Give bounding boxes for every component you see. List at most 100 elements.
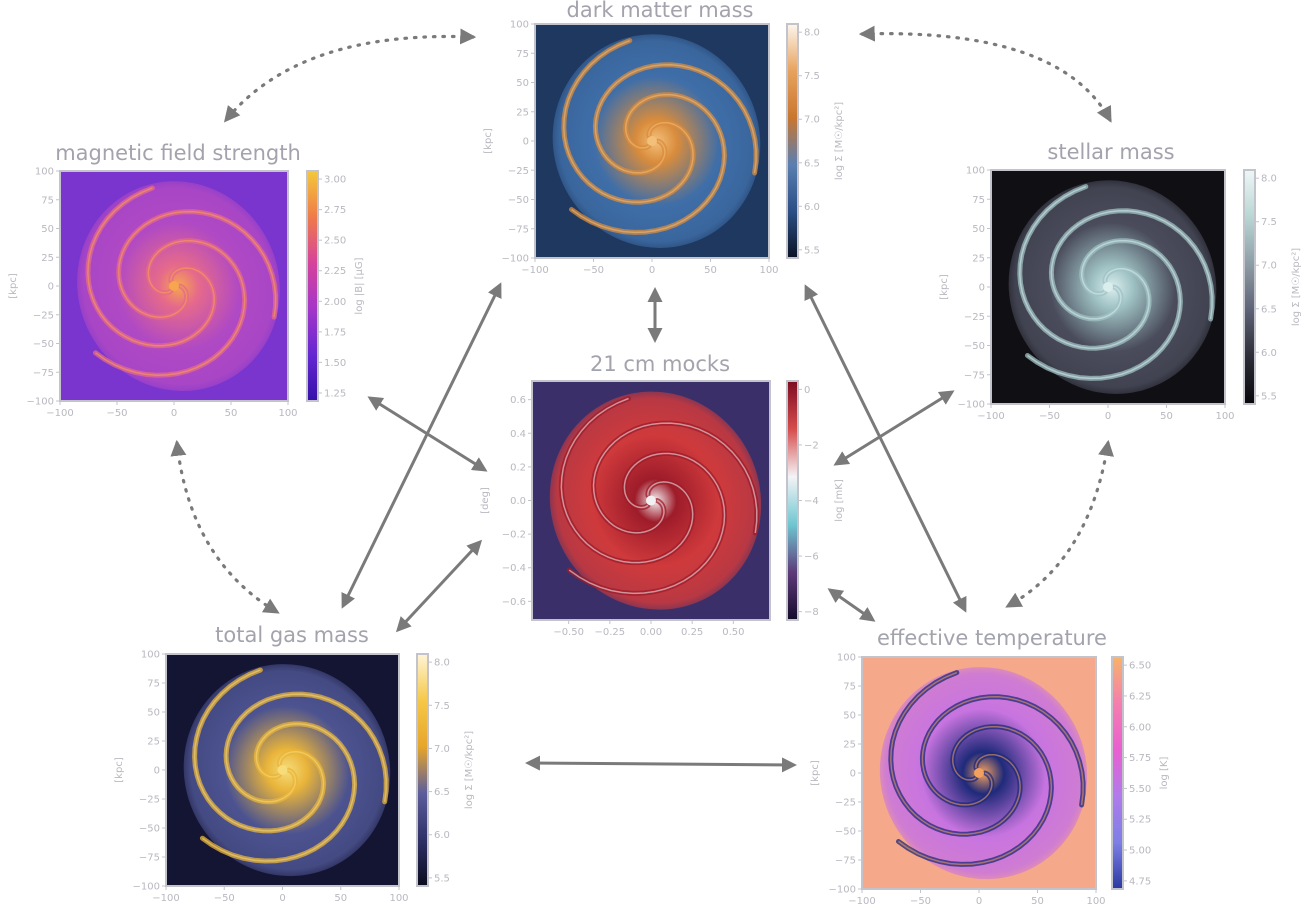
colorbar-tick-label: 8.0 [804,28,820,39]
y-tick-label: 50 [516,78,529,89]
y-tick-label: 75 [843,682,856,693]
y-tick-label: −25 [139,795,160,806]
x-tick-label: −50 [214,893,235,904]
x-tick-label: −100 [977,411,1004,422]
y-tick-label: 50 [41,224,54,235]
colorbar [786,23,799,259]
colorbar-tick-label: 5.50 [1129,784,1151,795]
colorbar-tick-label: 7.0 [1261,261,1277,272]
y-tick-label: −50 [33,339,54,350]
y-tick-label: 0 [523,137,529,148]
y-tick-label: 75 [972,195,985,206]
colorbar [306,170,319,402]
y-axis-label: [kpc] [114,757,125,783]
panel-dm: dark matter mass −100 −50 0 50 100 100 75 50 25 0 −… [483,0,845,276]
map-image [60,171,288,401]
y-tick-label: −100 [133,882,160,893]
y-axis-label: [kpc] [939,274,950,300]
y-axis-label: [deg] [480,487,491,514]
y-tick-label: 25 [972,253,985,264]
y-tick-label: 100 [510,20,529,31]
panel-gas: total gas mass −100 −50 0 50 100 100 75 50 25 0 −25… [114,623,475,904]
colorbar-tick-label: 8.0 [434,658,450,669]
y-tick-label: 25 [843,740,856,751]
colorbar-tick-label: 6.00 [1129,722,1151,733]
colorbar-tick-label: 2.00 [324,297,346,308]
colorbar [1243,169,1256,405]
y-tick-label: 100 [141,650,160,661]
x-tick-label: −100 [152,893,179,904]
colorbar-tick-label: 5.5 [1261,391,1277,402]
panel-title: effective temperature [877,626,1107,650]
y-tick-label: −75 [139,853,160,864]
colorbar-tick-label: 6.50 [1129,661,1151,672]
arrow [525,755,797,773]
x-tick-label: 0 [649,265,655,276]
colorbar-tick-label: 6.5 [1261,304,1277,315]
x-tick-label: 100 [759,265,778,276]
colorbar-tick-label: 6.0 [434,830,450,841]
x-tick-label: 100 [389,893,408,904]
x-tick-label: −50 [1039,411,1060,422]
x-tick-label: 0 [279,893,285,904]
colorbar-tick-label: 0 [804,385,810,396]
panel-bfield: magnetic field strength −100 −50 0 50 100 100 7… [8,141,365,419]
colorbar-tick-label: 6.5 [434,787,450,798]
arrow [367,396,488,472]
x-tick-label: 0.00 [640,627,662,638]
y-tick-label: 100 [35,167,54,178]
y-tick-label: −25 [33,310,54,321]
colorbar [786,380,799,621]
colorbar-tick-label: 2.50 [324,236,346,247]
x-tick-label: −50 [583,265,604,276]
x-tick-label: 0 [976,896,982,907]
colorbar-tick-label: 7.5 [434,701,450,712]
colorbar-tick-label: 7.0 [434,744,450,755]
arrow [804,284,967,613]
y-tick-label: 0 [154,766,160,777]
colorbar-tick-label: 3.00 [324,175,346,186]
spiral-arms [85,185,279,378]
y-tick-label: −0.4 [502,563,526,574]
y-tick-label: 25 [41,253,54,264]
x-tick-label: 50 [704,265,717,276]
x-tick-label: 0 [1105,411,1111,422]
colorbar-tick-label: 5.5 [804,245,820,256]
x-tick-label: 100 [278,408,297,419]
y-tick-label: −0.6 [502,597,526,608]
x-tick-label: −100 [848,896,875,907]
colorbar-label: log Σ [M☉/kpc²] [464,731,475,809]
y-tick-label: 25 [147,737,160,748]
dotted-arrow [170,439,280,614]
colorbar-label: log [mK] [834,479,845,522]
arrow [833,390,955,466]
colorbar [1111,656,1124,890]
colorbar-tick-label: 7.0 [804,115,820,126]
y-tick-label: 0 [850,769,856,780]
x-tick-label: 100 [1086,896,1105,907]
y-tick-label: −75 [33,368,54,379]
y-tick-label: 50 [147,708,160,719]
y-tick-label: 0.0 [510,496,526,507]
panel-title: stellar mass [1047,140,1174,164]
y-tick-label: −100 [502,254,529,265]
spiral-arms [561,38,759,235]
colorbar-tick-label: −4 [804,496,819,507]
dotted-arrow [1005,439,1114,608]
map-image [862,657,1096,889]
y-tick-label: 25 [516,107,529,118]
colorbar-tick-label: 1.50 [324,358,346,369]
x-tick-label: −0.50 [553,627,584,638]
x-tick-label: −50 [910,896,931,907]
y-tick-label: 75 [516,49,529,60]
x-tick-label: 0.25 [681,627,703,638]
y-tick-label: 0 [48,282,54,293]
x-tick-label: −50 [106,408,127,419]
map-image [991,170,1225,404]
spiral-arms [558,396,760,596]
y-tick-label: −0.2 [502,530,526,541]
colorbar-tick-label: 4.75 [1129,876,1151,887]
colorbar-tick-label: 8.0 [1261,174,1277,185]
colorbar-tick-label: 2.25 [324,266,346,277]
